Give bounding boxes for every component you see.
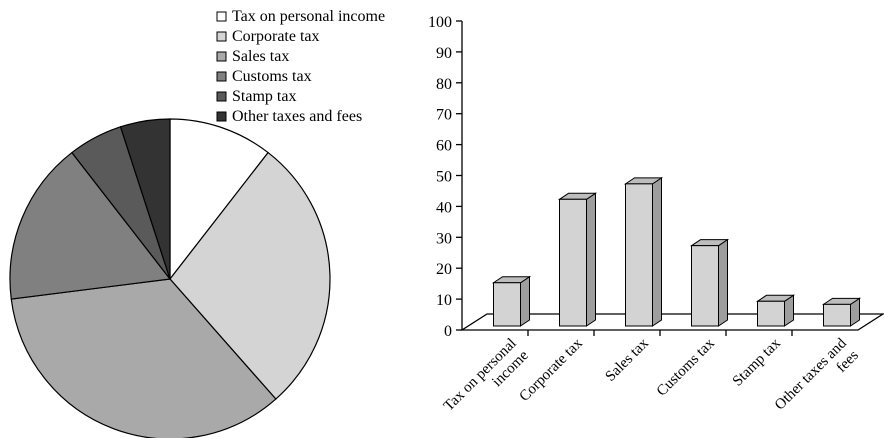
y-tick-label: 50 (436, 169, 452, 186)
legend-label: Stamp tax (232, 88, 296, 105)
bar (557, 192, 598, 327)
x-tick-label: Customs tax (654, 335, 718, 399)
y-tick-label: 40 (436, 199, 452, 216)
bar (491, 275, 532, 327)
legend-label: Tax on personal income (232, 8, 385, 25)
bar (755, 294, 796, 327)
x-tick-label: Stamp tax (730, 335, 784, 389)
legend-label: Customs tax (232, 68, 312, 85)
pie-legend: Tax on personal income Corporate tax Sales… (216, 8, 385, 125)
y-tick-label: 70 (436, 107, 452, 124)
bar-chart: 0 10 20 30 40 50 60 70 80 90 100 Tax on personalin… (428, 14, 884, 426)
x-tick-label: Tax on personalincome (441, 335, 532, 426)
legend-swatch (216, 51, 227, 62)
legend-swatch (216, 31, 227, 42)
y-tick-label: 60 (436, 138, 452, 155)
legend-swatch (216, 111, 227, 122)
legend-swatch (216, 91, 227, 102)
bar-marks (491, 176, 862, 327)
y-tick-label: 10 (436, 292, 452, 309)
legend-label: Sales tax (232, 48, 289, 65)
bar (623, 176, 664, 327)
bar (821, 297, 862, 327)
x-tick-label: Other taxes andfees (772, 335, 862, 425)
legend-label: Other taxes and fees (232, 108, 362, 125)
pie-slice (169, 118, 269, 281)
legend-swatch (216, 11, 227, 22)
pie-chart (9, 118, 331, 438)
y-tick-label: 90 (436, 45, 452, 62)
y-tick-label: 0 (444, 323, 452, 340)
pie-slice (9, 151, 172, 300)
y-tick-label: 100 (428, 14, 452, 31)
pie-slice (169, 151, 331, 400)
legend-label: Corporate tax (232, 28, 320, 45)
y-tick-label: 80 (436, 76, 452, 93)
pie-slice (119, 118, 171, 280)
y-tick-label: 30 (436, 230, 452, 247)
x-tick-label: Sales tax (603, 335, 653, 385)
pie-slice (10, 278, 277, 438)
x-tick-label: Corporate tax (516, 335, 586, 405)
bar (689, 238, 730, 327)
y-tick-label: 20 (436, 261, 452, 278)
legend-swatch (216, 71, 227, 82)
